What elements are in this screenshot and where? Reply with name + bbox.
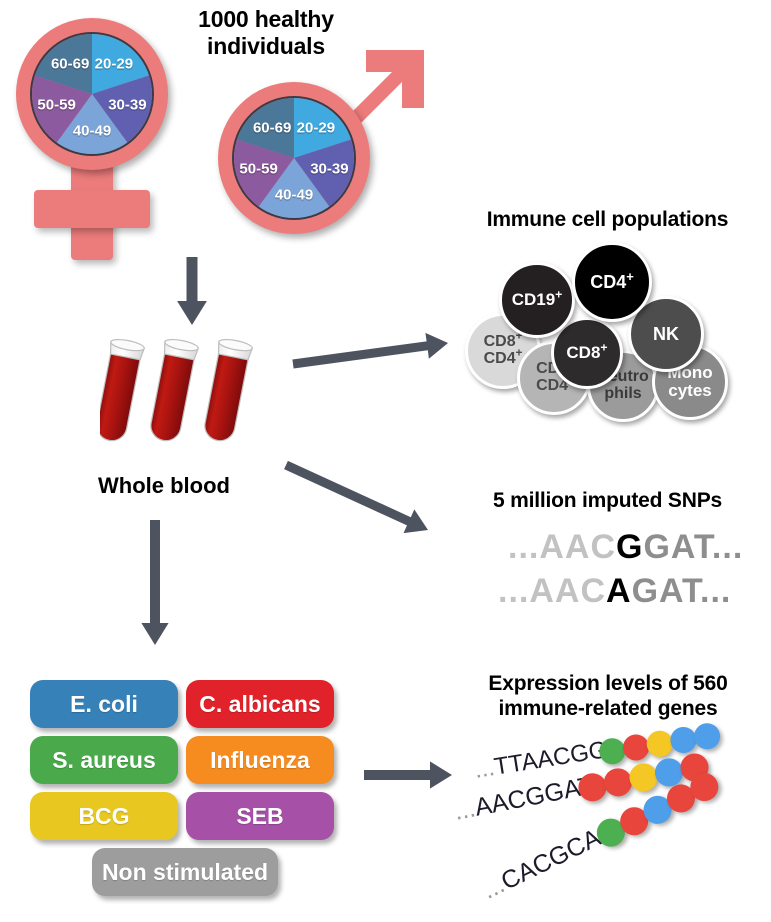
age-label-60-69: 60-69 (252, 119, 292, 137)
stimulation-pill-c-albicans[interactable]: C. albicans (186, 680, 334, 728)
snp-suffix: GAT... (643, 528, 744, 566)
snp-suffix: GAT... (631, 572, 732, 610)
immune-cell-cd4: CD4+ (572, 242, 652, 322)
immune-cell-cluster: CD19+CD4+CD8+CD4+CD8+NKCD8-CD4-Neutrophi… (455, 240, 755, 422)
age-slice-50-59 (234, 139, 294, 207)
female-symbol-stem-horizontal (34, 190, 150, 228)
male-symbol-arrow (344, 50, 424, 130)
whole-blood-label: Whole blood (98, 473, 230, 498)
section-title-expression: Expression levels of 560 immune-related … (488, 672, 728, 720)
arrow-blood-to-stimulation (141, 520, 169, 645)
snp-variant-base: G (616, 528, 644, 566)
stimulation-pill-label: SEB (236, 802, 284, 829)
section-title-immune-cells: Immune cell populations (486, 208, 729, 231)
snp-sequence-2: ...AACAGAT... (498, 572, 731, 611)
stimulation-pill-label: E. coli (70, 690, 138, 717)
male-symbol: 20-29 30-39 40-49 50-59 60-69 (206, 28, 431, 253)
age-label-60-69: 60-69 (50, 55, 90, 73)
immune-cell-label: NK (653, 323, 679, 344)
male-age-pie (232, 96, 356, 220)
age-slice-60-69 (236, 98, 294, 158)
stimulation-pill-bcg[interactable]: BCG (30, 792, 178, 840)
age-slice-60-69 (34, 34, 92, 94)
immune-cell-cd19: CD19+ (499, 262, 575, 338)
immune-cell-label: CD4+ (590, 268, 634, 292)
snp-prefix: ...AAC (508, 528, 616, 566)
snp-variant-base: A (606, 572, 632, 610)
immune-cell-cd8: CD8+ (551, 317, 623, 389)
expression-strand-sequence: ...AACGGAT (452, 771, 596, 826)
whole-blood-tubes (96, 330, 280, 460)
age-slice-50-59 (32, 75, 92, 143)
immune-cell-label: CD19+ (511, 287, 563, 310)
age-label-50-59: 50-59 (239, 160, 278, 178)
stimulation-pill-seb[interactable]: SEB (186, 792, 334, 840)
blood-tube-2 (150, 338, 200, 442)
age-label-20-29: 20-29 (94, 55, 134, 73)
age-label-30-39: 30-39 (108, 96, 147, 114)
age-label-40-49: 40-49 (274, 186, 314, 204)
stimulation-pill-label: Non stimulated (101, 858, 269, 885)
nucleotide-bead-blue (692, 721, 722, 752)
immune-cell-label: CD8+ CD4+ (483, 331, 523, 367)
snp-prefix: ...AAC (498, 572, 606, 610)
stimulation-pill-influenza[interactable]: Influenza (186, 736, 334, 784)
female-symbol: 20-29 30-39 40-49 50-59 60-69 (8, 10, 188, 265)
page-title-cohort: 1000 healthy individuals (198, 6, 334, 60)
male-age-pie-labels: 20-29 30-39 40-49 50-59 60-69 (232, 96, 356, 220)
snp-sequence-1: ...AACGGAT... (508, 528, 743, 567)
age-slice-20-29 (294, 98, 352, 158)
section-title-snps: 5 million imputed SNPs (493, 489, 722, 512)
stimulation-pill-label: S. aureus (52, 746, 156, 773)
age-slice-20-29 (92, 34, 150, 94)
stimulation-pill-label: BCG (78, 802, 130, 829)
age-slice-40-49 (258, 158, 330, 218)
age-slice-30-39 (294, 139, 354, 207)
female-age-pie-labels: 20-29 30-39 40-49 50-59 60-69 (30, 32, 154, 156)
age-slice-40-49 (56, 94, 128, 154)
stimulation-pill-e-coli[interactable]: E. coli (30, 680, 178, 728)
arrow-blood-to-immune (292, 332, 448, 369)
age-label-50-59: 50-59 (37, 96, 76, 114)
male-age-pie-svg (234, 98, 354, 218)
expression-strands: ...TTAACGG ...AACGGAT ...CACGCAA (452, 721, 771, 910)
stimulation-panel: E. coli C. albicans S. aureus Influenza BCG S… (30, 680, 350, 896)
stimulation-pill-label: Influenza (210, 746, 310, 773)
age-slice-30-39 (92, 75, 152, 143)
arrow-cohort-to-blood (177, 257, 207, 325)
arrow-stimulation-to-expression (364, 761, 452, 789)
blood-tube-1 (96, 338, 146, 442)
stimulation-pill-non-stimulated[interactable]: Non stimulated (92, 848, 278, 896)
arrow-blood-to-snps (284, 460, 428, 534)
age-label-40-49: 40-49 (72, 122, 112, 140)
age-label-20-29: 20-29 (296, 119, 336, 137)
blood-tube-3 (204, 338, 254, 442)
blood-tubes-svg (96, 338, 254, 442)
snp-sequences: ...AACGGAT... ...AACAGAT... (490, 528, 750, 618)
female-age-pie-svg (32, 34, 152, 154)
age-label-30-39: 30-39 (310, 160, 349, 178)
female-age-pie (30, 32, 154, 156)
stimulation-pill-label: C. albicans (199, 690, 321, 717)
immune-cell-label: CD8+ (566, 340, 608, 363)
stimulation-pill-s-aureus[interactable]: S. aureus (30, 736, 178, 784)
